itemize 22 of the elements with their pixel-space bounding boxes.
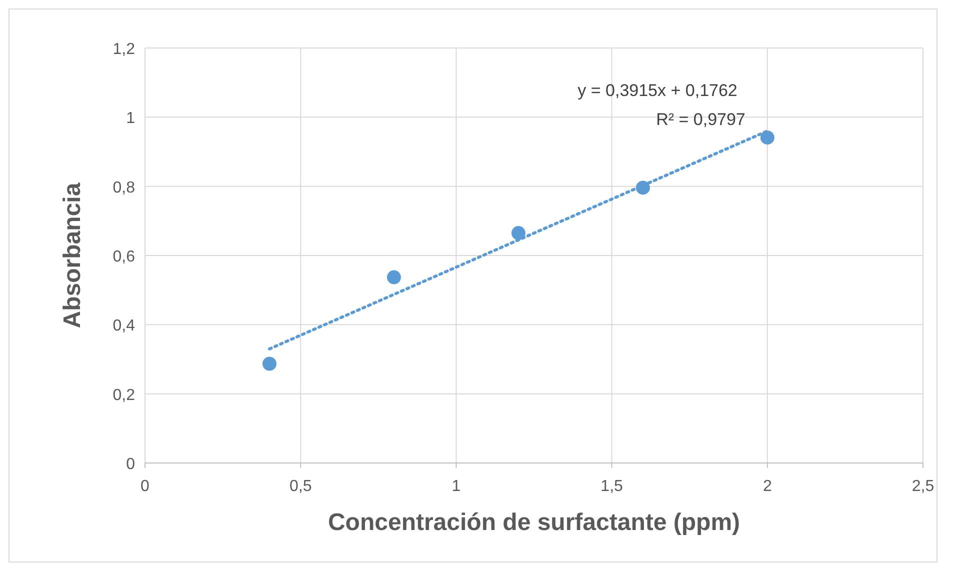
x-tick-label: 0 (140, 478, 150, 495)
annotation: y = 0,3915x + 0,1762 (578, 81, 738, 100)
point (262, 356, 276, 371)
point (386, 270, 401, 284)
y-tick-label: 1,2 (112, 41, 136, 58)
point (511, 226, 526, 240)
x-tick-label: 2,5 (912, 478, 934, 495)
y-tick-label: 0,4 (112, 318, 136, 335)
x-axis-title: Concentración de surfactante (ppm) (328, 509, 740, 536)
x-tick-label: 1,5 (600, 478, 624, 495)
x-tick-label: 0,5 (289, 478, 312, 495)
y-tick-label: 0,8 (112, 179, 136, 196)
x-tick-label: 2 (762, 478, 772, 495)
y-tick-label: 0 (126, 456, 136, 473)
y-tick-label: 0,2 (112, 386, 136, 404)
point (636, 180, 650, 195)
y-axis-title: Absorbancia (59, 182, 86, 328)
point (760, 130, 774, 145)
x-tick-label: 1 (452, 478, 461, 495)
y-tick-label: 0,6 (112, 248, 136, 266)
annotation: R² = 0,9797 (656, 110, 746, 129)
y-tick-label: 1 (126, 110, 136, 128)
